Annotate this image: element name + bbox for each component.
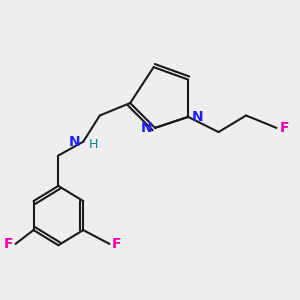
Text: N: N (69, 135, 80, 149)
Text: N: N (141, 121, 152, 135)
Text: F: F (279, 121, 289, 135)
Text: H: H (89, 138, 98, 151)
Text: N: N (191, 110, 203, 124)
Text: F: F (3, 237, 13, 251)
Text: F: F (112, 237, 122, 251)
